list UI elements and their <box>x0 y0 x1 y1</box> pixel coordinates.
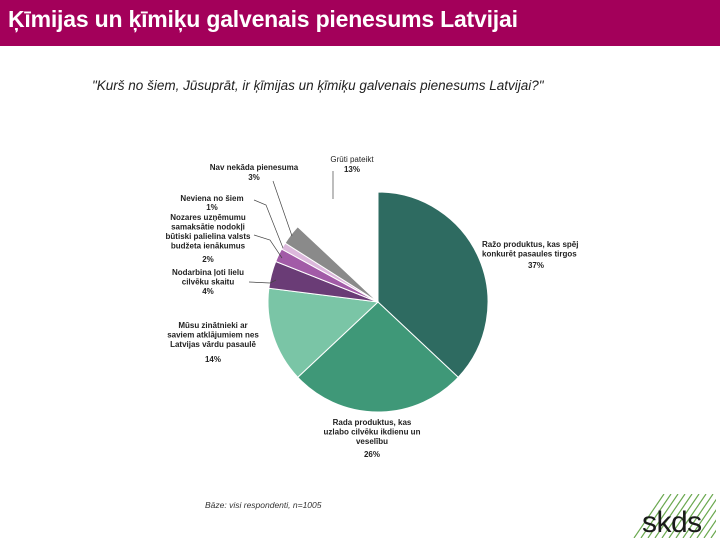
slice-no-contribution-label: Nav nekāda pienesuma <box>210 163 299 172</box>
logo-stripe <box>703 519 716 538</box>
slice-scientists-value: 14% <box>205 355 221 364</box>
logo-stripe <box>647 494 679 538</box>
skds-logo-stripes <box>633 494 716 538</box>
logo-stripe <box>696 509 716 538</box>
logo-stripe <box>661 494 693 538</box>
slice-daily-life-products-value: 26% <box>364 450 380 459</box>
header-bar: Ķīmijas un ķīmiķu galvenais pienesums La… <box>0 0 720 46</box>
slice-daily-life-products-label: Rada produktus, kas uzlabo cilvēku ikdien… <box>324 418 421 446</box>
logo-stripe <box>682 494 714 538</box>
survey-question: "Kurš no šiem, Jūsuprāt, ir ķīmijas un ķ… <box>92 78 544 93</box>
slice-no-contribution-leader-line <box>272 180 293 237</box>
slice-scientists <box>267 287 380 379</box>
slice-hard-to-say-label: Grūti pateikt <box>330 155 374 164</box>
logo-stripe <box>654 494 686 538</box>
slice-no-contribution-value: 3% <box>248 173 260 182</box>
logo-stripe <box>668 494 700 538</box>
slice-hard-to-say <box>297 191 379 304</box>
slice-none-value: 1% <box>206 203 218 212</box>
slice-competitive-products <box>377 191 489 379</box>
slice-competitive-products-label: Ražo produktus, kas spēj konkurēt pasaule… <box>482 240 578 259</box>
slice-hard-to-say-value: 13% <box>344 165 360 174</box>
slice-taxes-value: 2% <box>202 255 214 264</box>
logo-stripe <box>633 494 665 538</box>
slice-employment-value: 4% <box>202 287 214 296</box>
logo-stripe <box>675 494 707 538</box>
slice-employment-leader-line <box>248 279 277 284</box>
slice-none-label: Neviena no šiem <box>180 194 243 203</box>
logo-stripe <box>640 494 672 538</box>
slice-employment-label: Nodarbina ļoti lielu cilvēku skaitu <box>172 268 244 287</box>
slice-none-leader-line <box>253 199 284 249</box>
slice-taxes-leader-line <box>253 234 283 259</box>
slice-taxes-label: Nozares uzņēmumu samaksātie nodokļi būtisk… <box>166 213 251 251</box>
slice-daily-life-products <box>297 301 459 413</box>
skds-logo: skds <box>642 506 702 539</box>
slice-scientists-label: Mūsu zinātnieki ar saviem atklājumiem nes… <box>167 321 259 349</box>
slice-competitive-products-value: 37% <box>528 261 544 270</box>
base-note: Bāze: visi respondenti, n=1005 <box>205 500 322 510</box>
page-title: Ķīmijas un ķīmiķu galvenais pienesums La… <box>8 6 518 32</box>
logo-stripe <box>689 498 716 538</box>
